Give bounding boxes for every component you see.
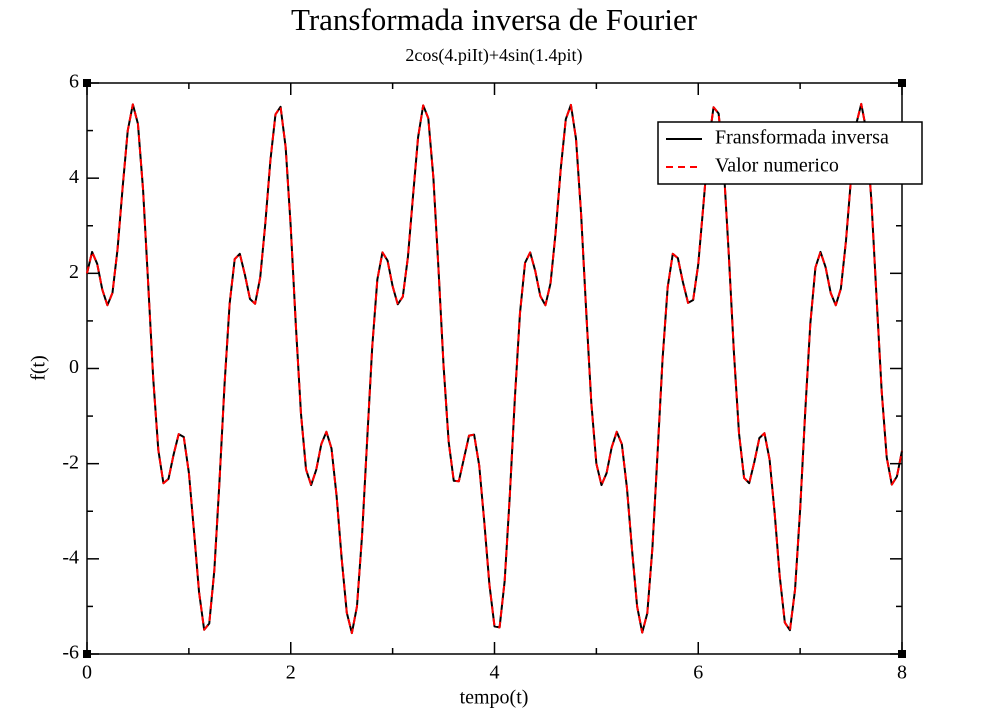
legend-label: Fransformada inversa: [715, 127, 889, 149]
x-tick-label: 4: [490, 662, 500, 684]
x-tick-label: 0: [82, 662, 92, 684]
series-line: [86, 102, 903, 635]
y-tick-label: 6: [69, 71, 79, 93]
y-tick-label: 4: [69, 166, 79, 188]
y-tick-label: 2: [69, 261, 79, 283]
y-tick-label: -4: [62, 546, 79, 568]
chart-subtitle: 2cos(4.piIt)+4sin(1.4pit): [405, 45, 582, 66]
x-axis-label: tempo(t): [460, 687, 529, 709]
y-axis-label: f(t): [28, 355, 50, 381]
y-tick-label: 0: [69, 356, 79, 378]
x-tick-label: 8: [897, 662, 907, 684]
chart-title: Transformada inversa de Fourier: [291, 2, 698, 37]
y-tick-label: -6: [62, 642, 79, 664]
legend-label: Valor numerico: [715, 155, 839, 177]
x-tick-label: 2: [286, 662, 296, 684]
legend-box: [657, 121, 923, 185]
x-tick-label: 6: [693, 662, 703, 684]
y-tick-label: -2: [62, 451, 79, 473]
